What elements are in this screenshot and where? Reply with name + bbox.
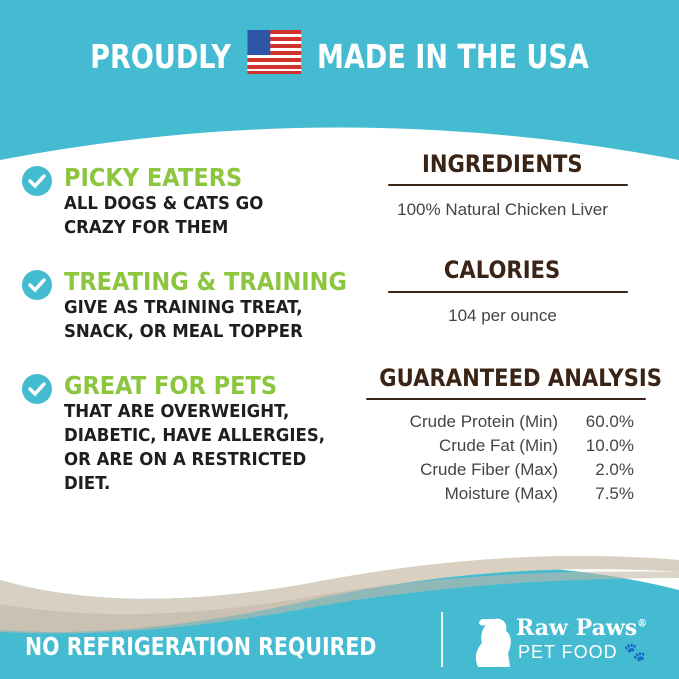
feature-line: DIABETIC, HAVE ALLERGIES, (64, 425, 326, 446)
brand-name: Raw Paws® (516, 615, 648, 641)
divider-rule (388, 291, 628, 293)
feature-treating-training: TREATING & TRAINING GIVE AS TRAINING TRE… (22, 268, 362, 344)
feature-line: SNACK, OR MEAL TOPPER (64, 321, 303, 342)
analysis-value: 7.5% (595, 484, 634, 503)
header-text-proudly: PROUDLY (90, 37, 231, 76)
analysis-label: Crude Protein (Min) (409, 412, 558, 431)
footer-divider (441, 612, 443, 667)
analysis-value: 10.0% (585, 436, 634, 455)
paw-icon: 🐾 (623, 642, 648, 662)
feature-line: ALL DOGS & CATS GO (64, 193, 264, 214)
ingredients-text: 100% Natural Chicken Liver (397, 200, 608, 219)
header-title: PROUDLY MADE IN THE USA (61, 30, 618, 76)
table-row: Crude Fat (Min) 10.0% (360, 434, 634, 458)
analysis-label: Crude Fiber (Max) (420, 460, 558, 479)
check-circle-icon (22, 374, 52, 404)
divider-rule (366, 398, 646, 400)
calories-heading: CALORIES (444, 256, 561, 284)
analysis-value: 60.0% (585, 412, 634, 431)
analysis-label: Crude Fat (Min) (438, 436, 558, 455)
analysis-label: Moisture (Max) (444, 484, 558, 503)
feature-line: OR ARE ON A RESTRICTED (64, 449, 307, 470)
feature-title: GREAT FOR PETS (64, 371, 278, 400)
check-circle-icon (22, 270, 52, 300)
header-text-made-in-usa: MADE IN THE USA (317, 37, 589, 76)
ingredients-heading: INGREDIENTS (422, 150, 583, 178)
feature-title: PICKY EATERS (64, 163, 243, 192)
table-row: Crude Protein (Min) 60.0% (360, 410, 634, 434)
brand-logo: Raw Paws® PET FOOD 🐾 (472, 615, 662, 670)
analysis-table: Crude Protein (Min) 60.0% Crude Fat (Min)… (360, 410, 634, 506)
us-flag-icon (246, 30, 302, 74)
analysis-heading: GUARANTEED ANALYSIS (379, 364, 663, 392)
analysis-value: 2.0% (595, 460, 634, 479)
table-row: Crude Fiber (Max) 2.0% (360, 458, 634, 482)
feature-line: GIVE AS TRAINING TREAT, (64, 297, 303, 318)
feature-line: CRAZY FOR THEM (64, 217, 229, 238)
footer-text: NO REFRIGERATION REQUIRED (25, 632, 377, 661)
dog-cat-logo-icon (475, 618, 511, 667)
table-row: Moisture (Max) 7.5% (360, 482, 634, 506)
calories-text: 104 per ounce (448, 306, 557, 325)
feature-picky-eaters: PICKY EATERS ALL DOGS & CATS GO CRAZY FO… (22, 164, 362, 240)
feature-great-for-pets: GREAT FOR PETS THAT ARE OVERWEIGHT, DIAB… (22, 372, 362, 496)
check-circle-icon (22, 166, 52, 196)
divider-rule (388, 184, 628, 186)
brand-subtitle: PET FOOD 🐾 (518, 642, 648, 662)
feature-title: TREATING & TRAINING (64, 267, 347, 296)
feature-line: DIET. (64, 473, 111, 494)
feature-line: THAT ARE OVERWEIGHT, (64, 401, 290, 422)
